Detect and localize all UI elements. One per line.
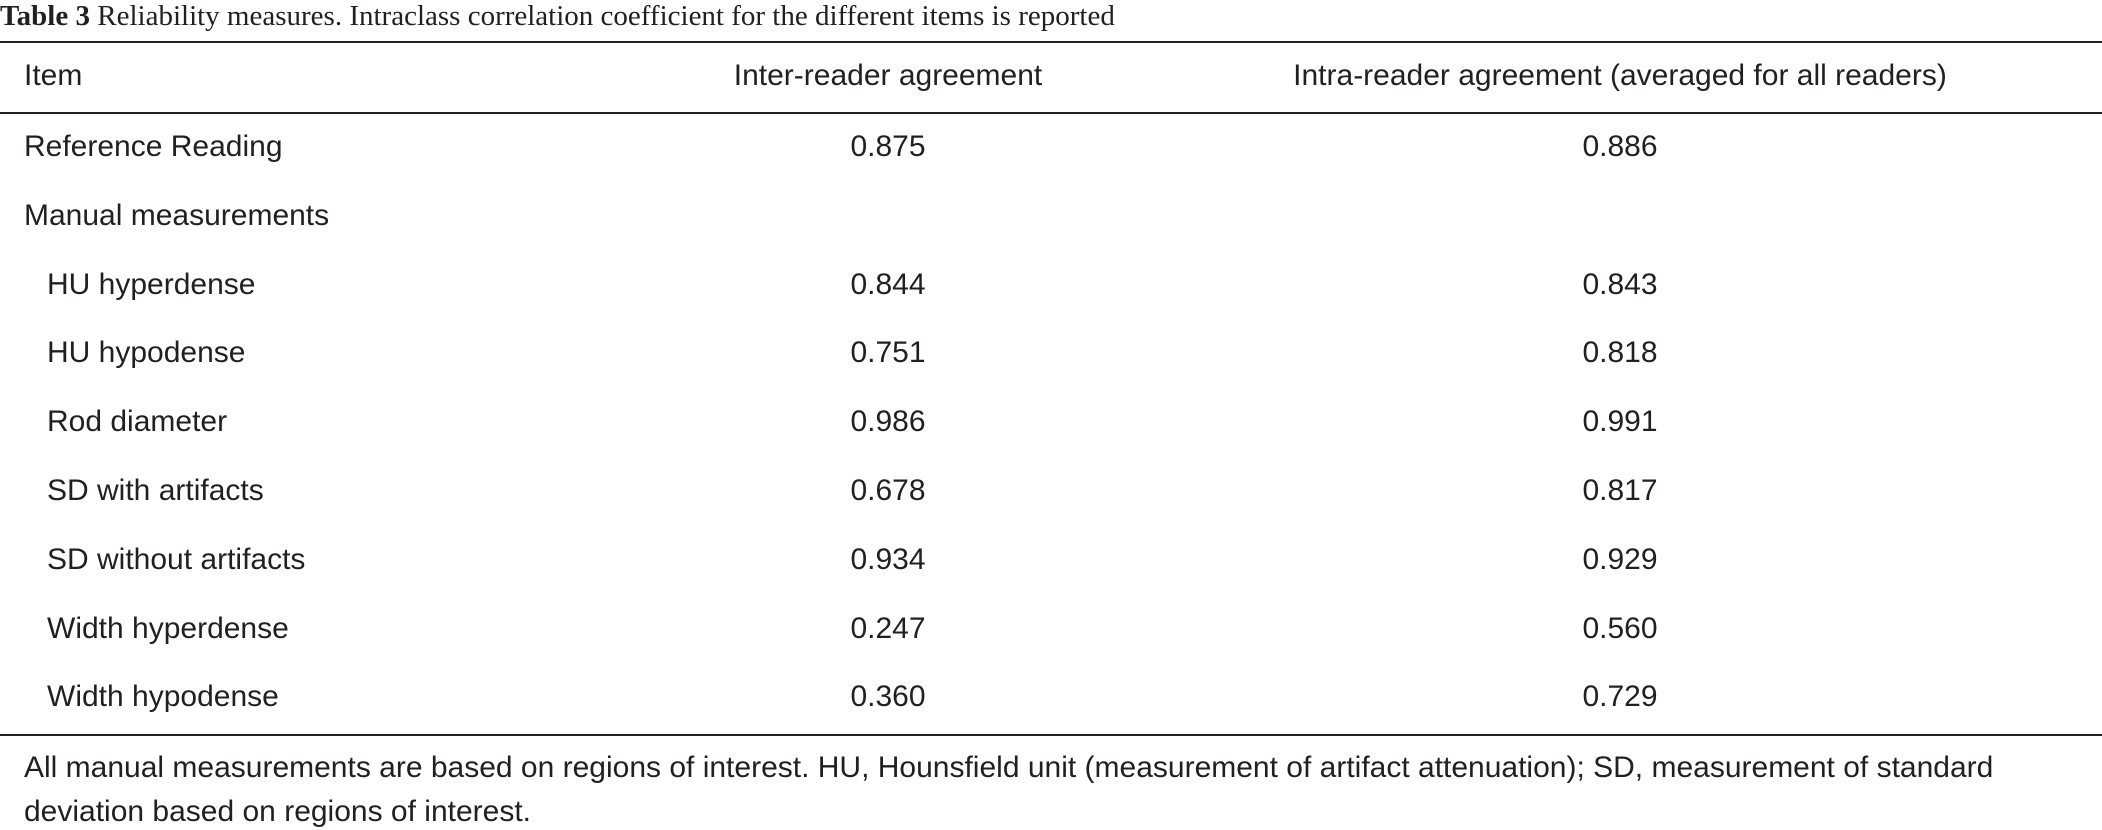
cell-value: 0.817 [1582, 474, 1658, 507]
header-rule [0, 112, 2102, 114]
cell-value: 0.986 [850, 405, 926, 439]
column-header: Item [24, 59, 83, 92]
row-label: Width hypodense [47, 680, 279, 714]
row-label: HU hypodense [47, 336, 246, 370]
row-label: Reference Reading [24, 130, 283, 163]
cell-value: 0.929 [1582, 542, 1658, 576]
group-label: Manual measurements [24, 198, 330, 232]
table-footnote: All manual measurements are based on reg… [24, 751, 1994, 828]
cell-value: 0.818 [1582, 336, 1658, 370]
row-label: Rod diameter [47, 405, 228, 439]
row-label: SD without artifacts [47, 542, 306, 576]
row-label: HU hyperdense [47, 267, 256, 301]
row-label: SD with artifacts [47, 474, 264, 507]
row-label: Width hyperdense [47, 611, 289, 645]
caption-label: Table 3 [0, 0, 90, 32]
cell-value: 0.875 [850, 130, 926, 163]
top-rule [0, 41, 2102, 43]
cell-value: 0.678 [850, 474, 926, 507]
cell-value: 0.886 [1582, 130, 1658, 163]
bottom-rule [0, 734, 2102, 736]
cell-value: 0.560 [1582, 611, 1658, 645]
cell-value: 0.751 [850, 336, 926, 370]
caption-text: Reliability measures. Intraclass correla… [97, 0, 1115, 32]
cell-value: 0.991 [1582, 405, 1658, 439]
cell-value: 0.247 [850, 611, 926, 645]
cell-value: 0.843 [1582, 267, 1658, 301]
cell-value: 0.360 [850, 680, 926, 714]
cell-value: 0.729 [1582, 680, 1658, 714]
column-header: Inter-reader agreement [733, 59, 1043, 92]
cell-value: 0.934 [850, 542, 926, 576]
table-caption: Table 3 Reliability measures. Intraclass… [0, 0, 1115, 33]
cell-value: 0.844 [850, 267, 926, 301]
column-header: Intra-reader agreement (averaged for all… [1293, 59, 1947, 92]
